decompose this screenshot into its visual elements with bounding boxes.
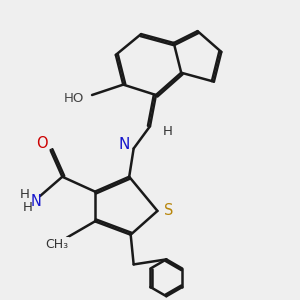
Text: H: H bbox=[20, 188, 29, 201]
Text: H: H bbox=[162, 125, 172, 138]
Text: H: H bbox=[22, 202, 32, 214]
Text: CH₃: CH₃ bbox=[46, 238, 69, 251]
Text: S: S bbox=[164, 203, 173, 218]
Text: O: O bbox=[37, 136, 48, 151]
Text: N: N bbox=[31, 194, 42, 208]
Text: HO: HO bbox=[64, 92, 84, 105]
Text: N: N bbox=[118, 137, 130, 152]
